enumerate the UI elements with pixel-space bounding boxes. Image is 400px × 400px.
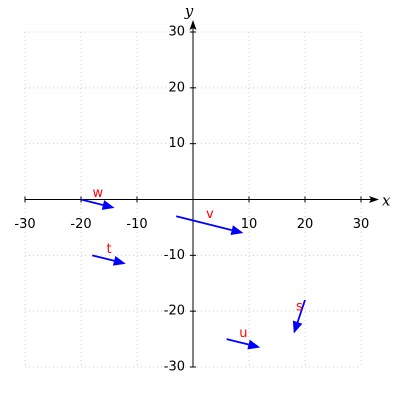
vector-label: w [92,186,103,201]
y-tick-label: 20 [168,80,185,95]
x-axis-label: x [382,192,391,210]
y-axis-label: y [184,2,194,20]
x-tick-label: -20 [70,217,91,232]
x-tick-label: 30 [353,217,370,232]
vector-head [230,225,244,235]
vector-shaft [296,299,306,323]
x-tick-label: -10 [126,217,147,232]
vector-head [101,200,115,210]
vector-label: t [106,242,111,257]
vector-head [292,320,303,334]
x-tick-label: 20 [297,217,314,232]
axes: -30 -20 -10 10 20 30 -30 -20 -10 10 20 30 [14,20,379,375]
x-tick-label: 10 [241,217,258,232]
y-tick-label: 30 [168,25,185,40]
y-tick-label: -10 [164,248,185,263]
vector-shaft [175,215,232,231]
vector-shaft [226,338,249,346]
x-axis-arrow [369,196,379,203]
y-tick-label: -20 [164,304,185,319]
vector-label: s [296,299,303,314]
vector-shaft [91,254,115,262]
vector-shaft [80,198,104,206]
vector-head [247,339,261,350]
y-tick-label: -30 [164,360,185,375]
x-tick-label: -30 [14,217,35,232]
vector-head [112,255,126,266]
y-axis-arrow [189,20,197,30]
vectors: w v t s u [80,186,306,350]
y-tick-label: 10 [168,136,185,151]
vector-label: u [239,326,247,341]
vector-label: v [206,207,214,222]
